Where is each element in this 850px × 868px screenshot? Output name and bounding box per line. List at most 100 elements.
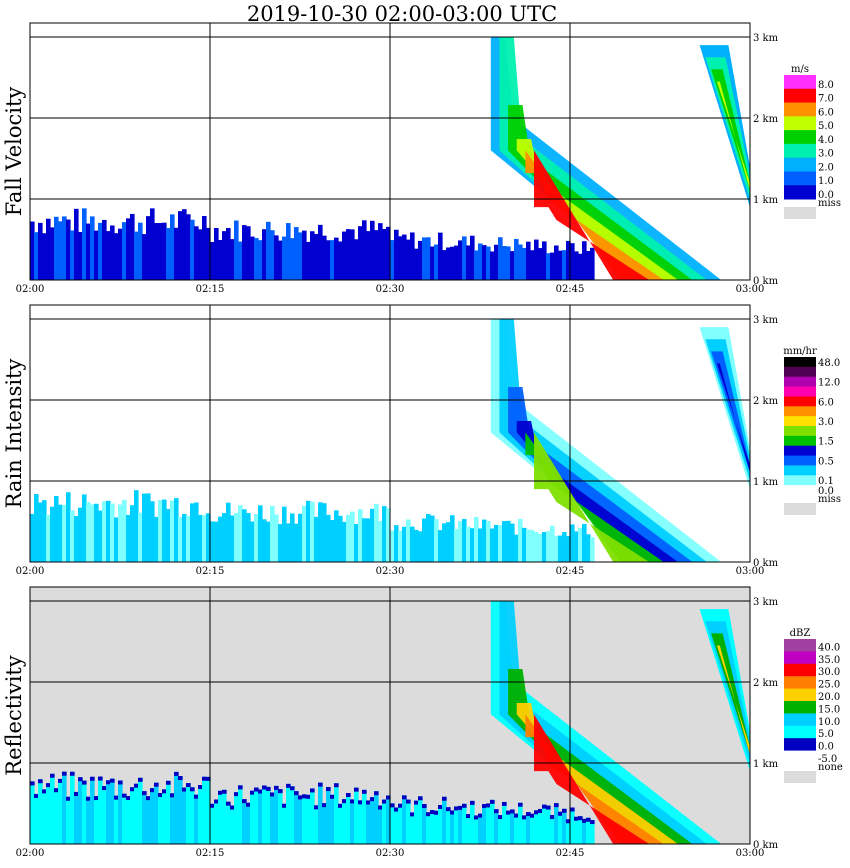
panel-name: Fall Velocity <box>2 87 26 217</box>
echo-column <box>234 512 239 562</box>
echo-column <box>466 245 471 280</box>
echo-column <box>62 216 67 280</box>
echo-column <box>66 492 71 562</box>
echo-top <box>582 818 587 823</box>
echo-column <box>426 514 431 562</box>
echo-top <box>506 810 511 815</box>
echo-column <box>82 494 87 562</box>
echo-top <box>314 805 319 810</box>
echo-column <box>346 793 351 844</box>
echo-column <box>158 793 163 844</box>
rain-shaft <box>699 45 750 208</box>
echo-field <box>30 771 595 844</box>
echo-top <box>546 805 551 810</box>
echo-column <box>138 512 143 562</box>
echo-column <box>410 526 415 562</box>
echo-top <box>98 776 103 781</box>
legend-label: 2.0 <box>818 162 834 173</box>
x-tick-label: 02:45 <box>556 284 585 295</box>
echo-top <box>54 788 59 793</box>
rain-shaft-layer <box>705 621 750 763</box>
echo-column <box>310 231 315 280</box>
echo-column <box>442 523 447 562</box>
echo-column <box>446 522 451 562</box>
echo-column <box>206 513 211 562</box>
grid <box>30 587 750 844</box>
echo-column <box>122 499 127 562</box>
echo-column <box>106 780 111 844</box>
y-tick-label: 2 km <box>753 678 779 689</box>
rain-band-layer <box>534 714 650 844</box>
echo-column <box>438 530 443 562</box>
echo-column <box>566 819 571 844</box>
echo-top <box>298 795 303 800</box>
echo-column <box>78 777 83 844</box>
echo-column <box>346 229 351 280</box>
y-tick-label: 1 km <box>753 477 779 488</box>
echo-top <box>330 794 335 799</box>
echo-column <box>526 241 531 280</box>
echo-column <box>106 500 111 562</box>
echo-top <box>242 799 247 804</box>
legend-label: 1.5 <box>818 437 834 448</box>
echo-column <box>202 515 207 562</box>
x-tick-label: 02:00 <box>16 566 45 577</box>
echo-column <box>242 225 247 280</box>
x-tick-label: 02:30 <box>376 566 405 577</box>
echo-column <box>122 793 127 844</box>
echo-top <box>154 782 159 787</box>
echo-column <box>406 239 411 280</box>
y-tick-label: 0 km <box>753 558 779 569</box>
echo-column <box>150 501 155 562</box>
echo-column <box>430 246 435 280</box>
echo-column <box>106 231 111 280</box>
y-tick-label: 0 km <box>753 276 779 287</box>
echo-top <box>238 785 243 790</box>
echo-top <box>290 786 295 791</box>
echo-column <box>370 797 375 844</box>
legend-label: 6.0 <box>818 397 834 408</box>
echo-column <box>166 508 171 562</box>
echo-column <box>386 226 391 280</box>
echo-top <box>470 800 475 805</box>
rain-shaft <box>699 609 750 772</box>
legend-swatch <box>784 435 816 447</box>
echo-column <box>274 514 279 562</box>
echo-top <box>266 786 271 791</box>
legend-label: 6.0 <box>818 107 834 118</box>
echo-top <box>190 787 195 792</box>
x-tick-label: 03:00 <box>736 848 765 859</box>
legend-swatch <box>784 455 816 466</box>
echo-column <box>318 502 323 562</box>
echo-top <box>574 816 579 821</box>
echo-column <box>342 231 347 280</box>
echo-column <box>262 519 267 562</box>
legend-label: 5.0 <box>818 121 834 132</box>
echo-top <box>394 807 399 812</box>
echo-top <box>182 787 187 792</box>
echo-column <box>502 801 507 844</box>
echo-column <box>362 789 367 844</box>
echo-column <box>154 516 159 562</box>
echo-column <box>322 503 327 562</box>
echo-column <box>278 240 283 280</box>
echo-column <box>218 239 223 280</box>
echo-top <box>550 815 555 820</box>
echo-column <box>354 787 359 844</box>
echo-column <box>154 223 159 280</box>
echo-column <box>178 517 183 562</box>
echo-top <box>222 789 227 794</box>
echo-column <box>398 236 403 280</box>
echo-column <box>270 505 275 562</box>
echo-column <box>246 226 251 280</box>
legend-label: 0.5 <box>818 456 834 467</box>
echo-top <box>558 811 563 816</box>
echo-top <box>430 810 435 815</box>
echo-column <box>198 514 203 562</box>
echo-column <box>290 513 295 562</box>
rain-shaft-layer <box>711 633 750 755</box>
echo-column <box>98 776 103 844</box>
echo-column <box>402 526 407 562</box>
echo-column <box>178 776 183 844</box>
